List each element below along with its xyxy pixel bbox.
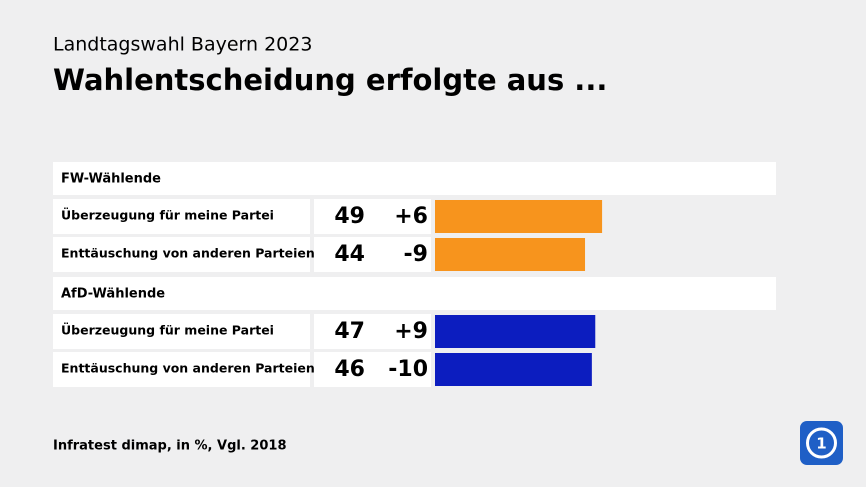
row-value-bg bbox=[314, 237, 431, 272]
value-label: 49 bbox=[334, 204, 365, 229]
change-label: -9 bbox=[404, 242, 428, 267]
value-label: 44 bbox=[334, 242, 365, 267]
row-label-bg bbox=[53, 352, 310, 387]
svg-text:1: 1 bbox=[816, 435, 826, 453]
row-value-bg bbox=[314, 199, 431, 234]
overline: Landtagswahl Bayern 2023 bbox=[53, 34, 312, 56]
logo: 1 bbox=[800, 421, 843, 465]
change-label: +6 bbox=[394, 204, 428, 229]
chart-title: Wahlentscheidung erfolgte aus ... bbox=[53, 63, 607, 97]
group-header-bg bbox=[53, 162, 776, 195]
bar bbox=[435, 353, 592, 386]
row-label-bg bbox=[53, 314, 310, 349]
bar bbox=[435, 238, 586, 271]
row-label: Enttäuschung von anderen Parteien bbox=[61, 361, 315, 376]
change-label: +9 bbox=[394, 319, 428, 344]
row-label: Überzeugung für meine Partei bbox=[61, 323, 274, 338]
group-header: FW-Wählende bbox=[61, 172, 161, 187]
value-label: 47 bbox=[334, 319, 365, 344]
value-label: 46 bbox=[334, 357, 365, 382]
row-label-bg bbox=[53, 237, 310, 272]
row-label: Enttäuschung von anderen Parteien bbox=[61, 246, 315, 261]
bar bbox=[435, 315, 596, 348]
row-value-bg bbox=[314, 352, 431, 387]
row-value-bg bbox=[314, 314, 431, 349]
group-header-bg bbox=[53, 277, 776, 310]
row-label-bg bbox=[53, 199, 310, 234]
source: Infratest dimap, in %, Vgl. 2018 bbox=[53, 439, 287, 454]
group-header: AfD-Wählende bbox=[61, 287, 165, 302]
change-label: -10 bbox=[388, 357, 428, 382]
row-label: Überzeugung für meine Partei bbox=[61, 208, 274, 223]
bar bbox=[435, 200, 603, 233]
